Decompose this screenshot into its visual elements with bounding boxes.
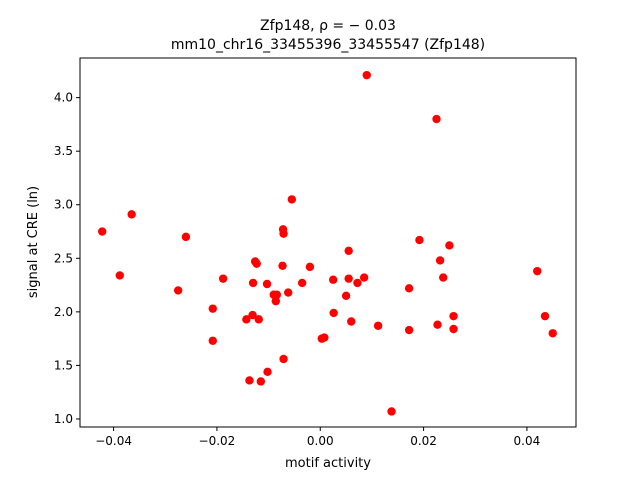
data-point	[248, 278, 258, 288]
data-point	[115, 271, 124, 280]
x-tick-label: 0.02	[410, 434, 437, 448]
data-point	[127, 210, 136, 219]
data-point	[347, 317, 356, 326]
data-point	[208, 336, 217, 345]
y-tick-label: 2.0	[54, 305, 73, 319]
data-point	[320, 333, 329, 342]
data-point	[262, 279, 272, 289]
y-tick-label: 1.0	[54, 412, 73, 426]
x-axis-ticks: −0.04 −0.02 0.00 0.02 0.04	[95, 427, 540, 448]
data-point	[344, 274, 353, 283]
data-point	[449, 324, 458, 334]
data-point	[256, 377, 266, 386]
data-point	[362, 70, 371, 80]
x-tick-label: −0.04	[95, 434, 132, 448]
x-axis-label: motif activity	[285, 456, 371, 471]
data-point	[208, 304, 217, 313]
y-tick-label: 3.0	[54, 198, 73, 212]
data-point	[329, 308, 338, 318]
data-point	[173, 286, 183, 295]
data-point	[533, 266, 542, 276]
data-point	[359, 273, 369, 282]
y-tick-label: 1.5	[54, 358, 73, 372]
data-point	[305, 262, 315, 272]
y-tick-label: 2.5	[54, 251, 73, 265]
data-point	[328, 275, 338, 284]
data-point	[353, 278, 362, 288]
data-point	[387, 407, 396, 416]
data-point	[242, 315, 251, 324]
y-axis-ticks: 1.0 1.5 2.0 2.5 3.0 3.5 4.0	[54, 91, 80, 426]
plot-frame	[79, 57, 577, 428]
data-point	[373, 321, 383, 330]
chart-title-line1: Zfp148, ρ = − 0.03	[260, 18, 396, 34]
data-point	[415, 235, 424, 245]
y-tick-label: 3.5	[54, 144, 73, 158]
data-point	[439, 273, 448, 282]
data-point	[218, 274, 228, 283]
data-point	[341, 291, 351, 300]
data-point	[540, 311, 550, 321]
data-point	[272, 290, 282, 299]
data-point	[181, 232, 191, 242]
x-tick-label: 0.04	[514, 434, 541, 448]
y-tick-label: 4.0	[54, 91, 73, 105]
data-point	[284, 288, 293, 297]
data-point	[449, 311, 458, 321]
data-point	[271, 296, 281, 306]
data-point	[445, 241, 454, 250]
points-layer	[98, 70, 557, 416]
data-point	[287, 195, 297, 204]
data-point	[279, 354, 288, 364]
data-point	[297, 278, 307, 288]
data-point	[404, 325, 414, 335]
data-point	[245, 376, 254, 385]
data-point	[263, 367, 272, 377]
data-point	[404, 284, 414, 293]
data-point	[344, 246, 353, 255]
data-point	[278, 261, 287, 270]
data-point	[433, 320, 442, 329]
data-point	[279, 229, 288, 238]
data-point	[98, 227, 107, 236]
data-point	[435, 256, 445, 265]
data-point	[248, 310, 257, 320]
chart-title-line2: mm10_chr16_33455396_33455547 (Zfp148)	[171, 37, 485, 53]
data-point	[548, 329, 557, 338]
data-point	[254, 315, 263, 324]
x-tick-label: −0.02	[199, 434, 236, 448]
x-tick-label: 0.00	[307, 434, 334, 448]
y-axis-label: signal at CRE (ln)	[26, 186, 41, 298]
data-point	[432, 114, 441, 124]
data-point	[252, 259, 261, 268]
